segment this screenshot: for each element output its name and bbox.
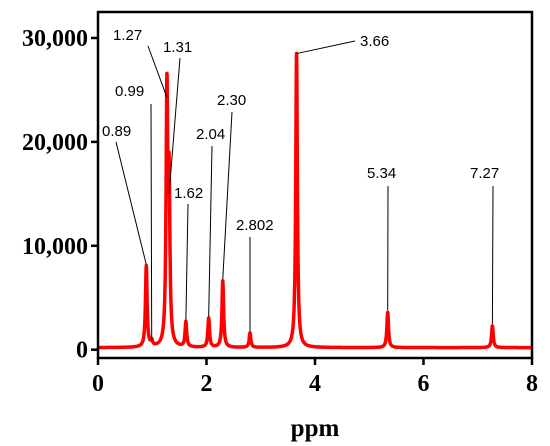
x-tick-label: 2 [201,371,213,397]
annotation-leader [222,111,233,280]
y-tick-label: 20,000 [22,130,88,156]
annotation-leader [168,57,181,194]
peak-annotation: 2.802 [236,217,274,234]
x-axis-label: ppm [291,415,340,442]
x-tick-label: 0 [92,371,104,397]
peak-annotation: 0.89 [102,123,131,140]
peak-annotation: 1.27 [113,27,142,44]
peak-annotation: 3.66 [360,33,389,50]
annotation-leader [147,45,168,98]
x-tick-label: 8 [526,371,538,397]
x-tick-label: 4 [309,371,321,397]
peak-annotation: 1.62 [174,185,203,202]
peak-annotation: 5.34 [367,165,396,182]
peak-annotation: 1.31 [163,39,192,56]
peak-annotation: 2.04 [196,126,225,143]
annotation-leader [185,203,189,321]
peak-annotation: 7.27 [470,165,499,182]
annotation-leader [296,40,356,55]
annotation-leader [150,103,153,341]
annotation-leader [208,145,213,317]
annotation-leader [491,185,494,324]
x-tick-label: 6 [418,371,430,397]
peak-annotation: 2.30 [217,92,246,109]
spectrum-line [96,51,534,350]
plot-frame [96,10,534,360]
peak-annotation: 0.99 [115,83,144,100]
y-tick-label: 10,000 [22,234,88,260]
y-tick-label: 0 [76,338,88,364]
plot-layer [96,51,534,350]
y-tick-label: 30,000 [22,26,88,52]
annotation-leader [115,141,147,265]
ticks-layer: 0 10,000 20,000 30,000 0 2 4 6 8 [22,26,538,397]
annotation-layer: 0.89 0.99 1.27 1.31 1.62 2.04 2.30 2.802 3.66 5.3… [102,27,499,341]
